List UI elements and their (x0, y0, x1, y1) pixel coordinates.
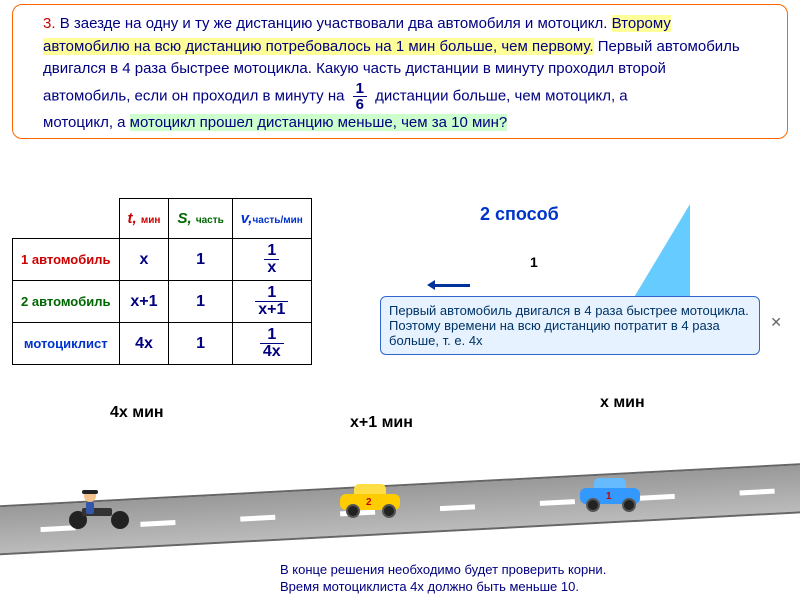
data-table: t, мин S, часть v,часть/мин 1 автомобиль… (12, 198, 312, 365)
car-yellow-icon: 2 (340, 478, 410, 518)
time-x: x мин (600, 394, 645, 412)
text: В заезде на одну и ту же дистанцию участ… (60, 15, 612, 32)
row-moto-v: 14x (232, 323, 311, 365)
highlight-2: мотоцикл прошел дистанцию меньше, чем за… (130, 114, 508, 131)
row-moto-t: 4x (119, 323, 169, 365)
fraction-1-6: 1 6 (353, 81, 367, 112)
road-scene: 4x мин x+1 мин x мин 2 1 (0, 394, 800, 604)
problem-statement: 3. В заезде на одну и ту же дистанцию уч… (12, 4, 788, 139)
time-xp1: x+1 мин (350, 414, 413, 432)
header-t: t, (128, 210, 137, 227)
row-car2-s: 1 (169, 281, 232, 323)
bottom-note: В конце решения необходимо будет провери… (280, 562, 606, 596)
row-car1-label: 1 автомобиль (13, 239, 120, 281)
text: дистанции больше, чем мотоцикл, а (375, 87, 628, 104)
problem-number: 3. (43, 15, 56, 32)
text: автомобиль, если он проходил в минуту на (43, 87, 349, 104)
car-blue-icon: 1 (580, 472, 650, 512)
row-car1-t: x (119, 239, 169, 281)
row-car2-v: 1x+1 (232, 281, 311, 323)
row-moto-s: 1 (169, 323, 232, 365)
note-text: Первый автомобиль двигался в 4 раза быст… (389, 303, 749, 348)
note-box: Первый автомобиль двигался в 4 раза быст… (380, 296, 760, 355)
arrow-icon (430, 284, 470, 287)
row-car1-v: 1x (232, 239, 311, 281)
row-car2-label: 2 автомобиль (13, 281, 120, 323)
close-icon[interactable]: ✕ (770, 314, 782, 331)
header-v: v, (241, 210, 253, 227)
row-car2-t: x+1 (119, 281, 169, 323)
row-moto-label: мотоциклист (13, 323, 120, 365)
text: мотоцикл, а (43, 114, 130, 131)
method-label: 2 способ (480, 204, 559, 225)
motorcycle-icon (60, 480, 140, 530)
row-car1-s: 1 (169, 239, 232, 281)
header-s: S, (177, 210, 191, 227)
time-4x: 4x мин (110, 404, 164, 422)
label-one: 1 (530, 254, 538, 270)
